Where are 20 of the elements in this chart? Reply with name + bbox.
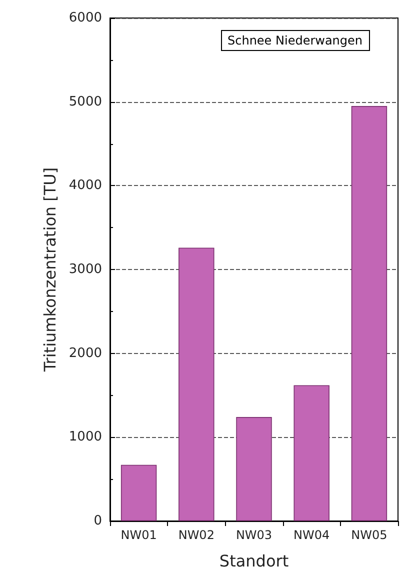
- y-tick-label: 4000: [68, 178, 102, 194]
- y-tick-label: 5000: [68, 94, 102, 110]
- y-tick-label: 2000: [68, 346, 102, 361]
- y-axis-title: Tritiumkonzentration [TU]: [40, 167, 60, 373]
- y-tick-label: 1000: [68, 430, 102, 445]
- bar: [236, 417, 272, 521]
- x-tick-label: NW01: [120, 528, 157, 542]
- x-axis-title: Standort: [219, 552, 289, 570]
- annotation: Schnee Niederwangen: [228, 34, 363, 48]
- bar: [120, 464, 157, 521]
- bar: [351, 106, 388, 521]
- x-tick-label: NW05: [351, 528, 388, 542]
- x-tick-label: NW03: [236, 528, 272, 542]
- x-tick-label: NW04: [294, 528, 330, 542]
- y-tick-label: 6000: [68, 10, 102, 26]
- y-tick-label: 3000: [68, 262, 102, 277]
- bar: [178, 248, 214, 521]
- x-tick-label: NW02: [178, 528, 214, 542]
- bar: [294, 385, 330, 521]
- y-tick-label: 0: [94, 514, 102, 528]
